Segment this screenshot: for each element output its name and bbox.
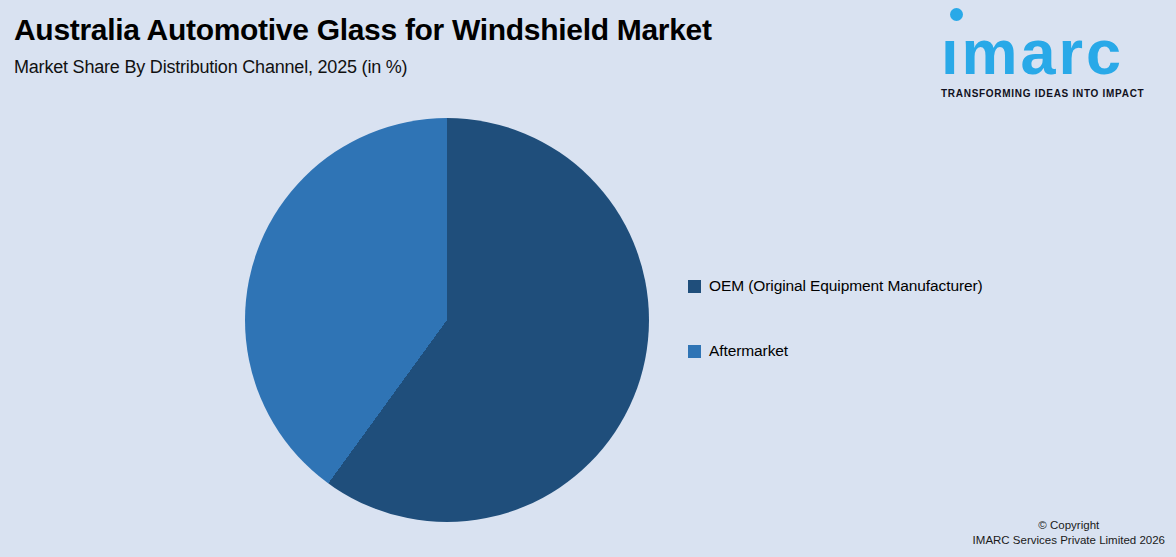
copyright-line1: © Copyright (973, 518, 1165, 533)
imarc-wordmark: ımarc (941, 24, 1167, 82)
copyright: © Copyright IMARC Services Private Limit… (973, 518, 1165, 548)
legend-item-oem: OEM (Original Equipment Manufacturer) (688, 277, 983, 295)
imarc-tagline: TRANSFORMING IDEAS INTO IMPACT (941, 88, 1167, 99)
page-title: Australia Automotive Glass for Windshiel… (14, 13, 712, 48)
legend-swatch-oem (688, 280, 701, 293)
infographic-canvas: Australia Automotive Glass for Windshiel… (0, 0, 1176, 557)
page-subtitle: Market Share By Distribution Channel, 20… (14, 57, 712, 78)
legend: OEM (Original Equipment Manufacturer) Af… (688, 277, 983, 360)
legend-swatch-aftermarket (688, 345, 701, 358)
copyright-line2: IMARC Services Private Limited 2026 (973, 533, 1165, 548)
header: Australia Automotive Glass for Windshiel… (14, 13, 712, 78)
imarc-logo: ımarc TRANSFORMING IDEAS INTO IMPACT (941, 8, 1167, 99)
legend-item-aftermarket: Aftermarket (688, 342, 983, 360)
pie-chart (245, 118, 649, 522)
legend-label-aftermarket: Aftermarket (709, 342, 788, 360)
legend-label-oem: OEM (Original Equipment Manufacturer) (709, 277, 983, 295)
